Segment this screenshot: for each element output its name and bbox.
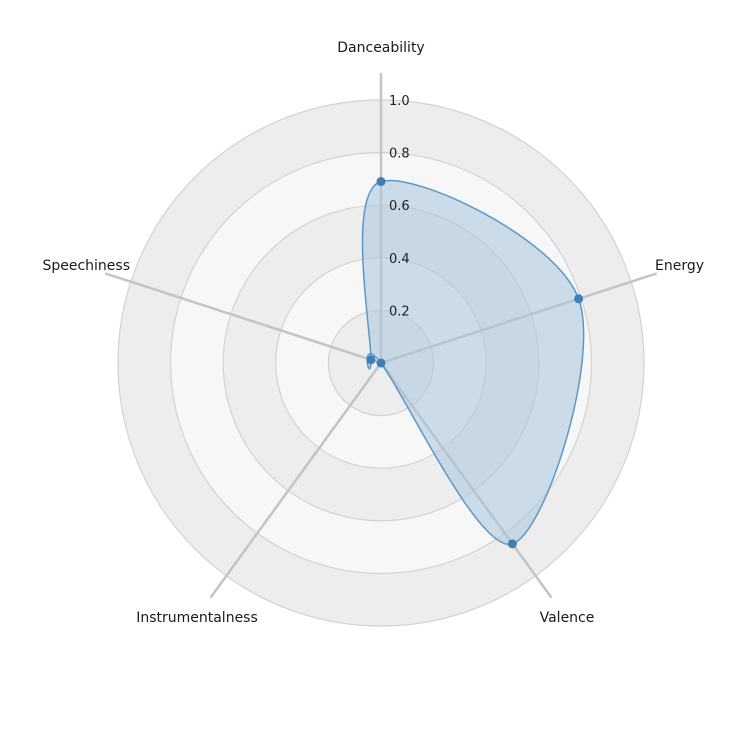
axis-label-valence: Valence — [540, 610, 595, 626]
tick-label-3: 0.6 — [389, 199, 410, 214]
data-point-speechiness — [366, 355, 376, 365]
radar-tick-labels: 0.2 0.4 0.6 0.8 1.0 — [389, 94, 410, 319]
axis-label-instrumentalness: Instrumentalness — [136, 610, 258, 626]
spoke-speechiness — [104, 272, 382, 365]
data-point-valence — [507, 539, 517, 549]
data-point-energy — [574, 294, 584, 304]
tick-label-2: 0.4 — [389, 252, 410, 267]
data-point-instrumentalness — [376, 358, 386, 368]
axis-label-speechiness: Speechiness — [42, 258, 130, 274]
tick-label-4: 0.8 — [389, 147, 410, 162]
tick-label-1: 0.2 — [389, 304, 410, 319]
data-point-danceability — [376, 177, 386, 187]
axis-label-energy: Energy — [655, 258, 704, 274]
axis-label-danceability: Danceability — [337, 40, 424, 56]
spoke-instrumentalness — [209, 362, 383, 599]
series-area — [361, 179, 585, 545]
radar-series — [361, 179, 585, 545]
radar-axis-labels: Danceability Energy Valence Instrumentalnes… — [42, 40, 704, 626]
tick-label-5: 1.0 — [389, 94, 410, 109]
radar-markers — [366, 177, 584, 549]
